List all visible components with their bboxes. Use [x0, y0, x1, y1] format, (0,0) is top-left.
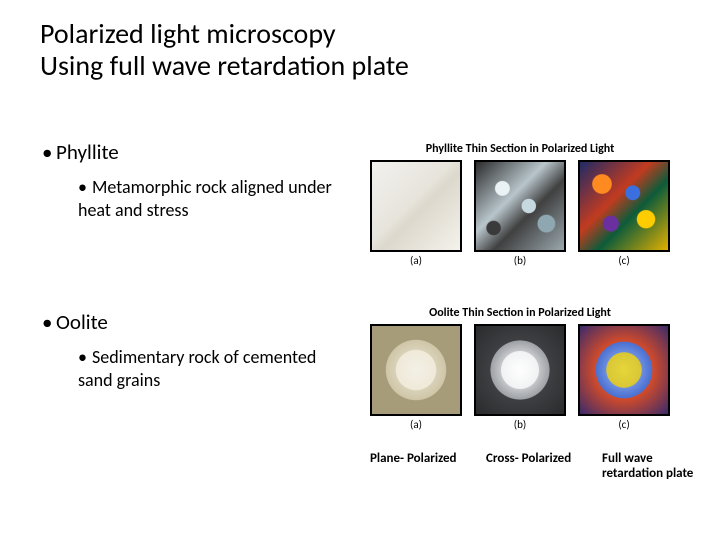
bullet-dot-icon: • — [78, 346, 92, 369]
oolite-thumb-b — [474, 324, 566, 416]
subbullet-phyllite: •Metamorphic rock aligned under heat and… — [78, 176, 338, 221]
column-labels: Plane- Polarized Cross- Polarized Full w… — [370, 452, 706, 482]
bullet-dot-icon: • — [42, 310, 56, 335]
col-label-cross: Cross- Polarized — [486, 452, 590, 482]
caption: (b) — [514, 418, 526, 431]
caption: (c) — [618, 254, 629, 267]
col-label-plane: Plane- Polarized — [370, 452, 474, 482]
phyllite-thumb-c — [578, 160, 670, 252]
thumb-cell: (c) — [578, 324, 670, 431]
figure-thumbs-oolite: (a) (b) (c) — [370, 324, 670, 431]
thumb-cell: (a) — [370, 324, 462, 431]
bullet-phyllite: •Phyllite — [42, 140, 119, 165]
title-line-2: Using full wave retardation plate — [40, 50, 409, 82]
thumb-cell: (c) — [578, 160, 670, 267]
caption: (a) — [410, 254, 422, 267]
caption: (c) — [618, 418, 629, 431]
col-label-fullwave: Full wave retardation plate — [602, 452, 706, 482]
oolite-thumb-a — [370, 324, 462, 416]
phyllite-thumb-a — [370, 160, 462, 252]
figure-row-phyllite: Phyllite Thin Section in Polarized Light… — [370, 142, 670, 267]
bullet-dot-icon: • — [42, 140, 56, 165]
caption: (a) — [410, 418, 422, 431]
figure-thumbs-phyllite: (a) (b) (c) — [370, 160, 670, 267]
title-line-1: Polarized light microscopy — [40, 18, 409, 50]
phyllite-thumb-b — [474, 160, 566, 252]
figure-title-oolite: Oolite Thin Section in Polarized Light — [429, 306, 611, 320]
thumb-cell: (a) — [370, 160, 462, 267]
subbullet-oolite: •Sedimentary rock of cemented sand grain… — [78, 346, 338, 391]
figure-title-phyllite: Phyllite Thin Section in Polarized Light — [426, 142, 615, 156]
bullet-dot-icon: • — [78, 176, 92, 199]
oolite-thumb-c — [578, 324, 670, 416]
caption: (b) — [514, 254, 526, 267]
thumb-cell: (b) — [474, 160, 566, 267]
bullet-oolite: •Oolite — [42, 310, 108, 335]
thumb-cell: (b) — [474, 324, 566, 431]
slide-title: Polarized light microscopy Using full wa… — [40, 18, 409, 82]
figure-row-oolite: Oolite Thin Section in Polarized Light (… — [370, 306, 670, 431]
